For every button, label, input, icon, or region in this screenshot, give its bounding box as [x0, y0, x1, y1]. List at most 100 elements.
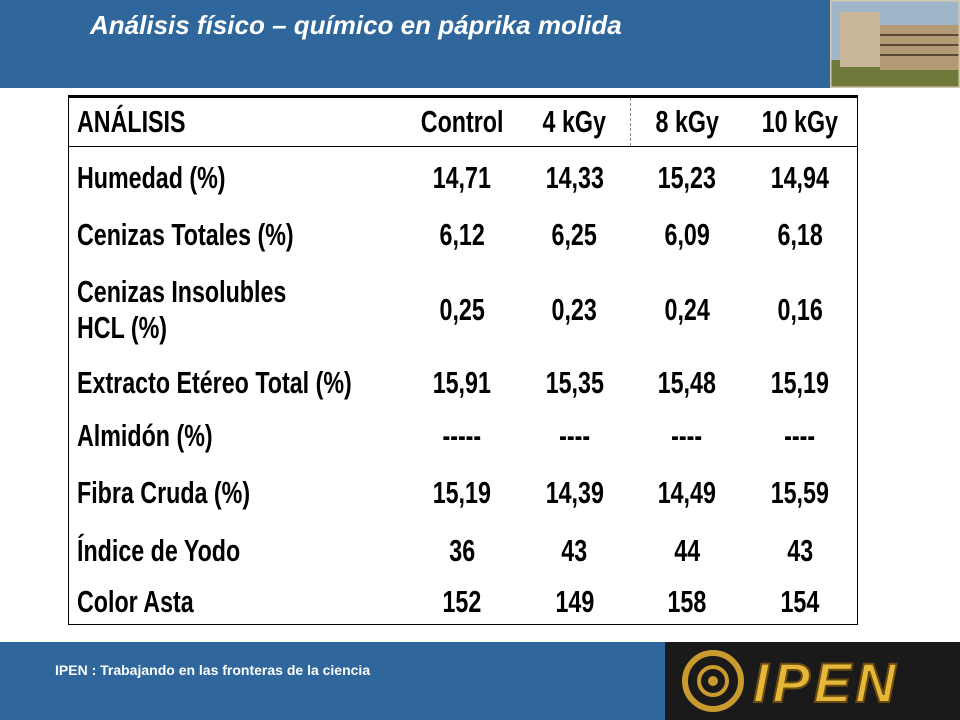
value-cell: 6,12 [406, 208, 518, 261]
cell-text: ---- [784, 417, 816, 453]
slide-title: Análisis físico – químico en páprika mol… [90, 10, 622, 40]
cell-text: Humedad (%) [77, 160, 226, 196]
value-cell: 15,35 [518, 358, 631, 408]
cell-text: 6,18 [777, 216, 823, 252]
row-label: Cenizas Insolubles HCL (%) [77, 261, 407, 358]
value-cell: 0,23 [518, 261, 631, 358]
cell-text: 15,23 [657, 160, 717, 196]
cell-text: 154 [780, 583, 820, 619]
header-cell: Control [406, 98, 518, 146]
value-cell: 44 [631, 523, 743, 578]
value-cell: 6,25 [518, 208, 631, 261]
cell-text: 158 [667, 583, 707, 619]
row-label: Color Asta [77, 578, 407, 625]
cell-text: ----- [442, 417, 482, 453]
value-cell: 6,09 [631, 208, 743, 261]
footer-bar: IPEN : Trabajando en las fronteras de la… [0, 642, 960, 720]
cell-text: 14,71 [432, 160, 492, 196]
cell-text: 15,59 [770, 475, 830, 511]
cell-text: 0,25 [439, 291, 485, 327]
cell-text: 14,33 [545, 160, 604, 196]
cell-text: Control [420, 104, 504, 140]
value-cell: 43 [743, 523, 857, 578]
value-cell: 0,16 [743, 261, 857, 358]
value-cell: 14,33 [518, 148, 631, 208]
value-cell: 15,19 [406, 463, 518, 523]
value-cell: 0,25 [406, 261, 518, 358]
cell-text: ---- [671, 417, 703, 453]
cell-text: 6,12 [439, 216, 485, 252]
header-rule [69, 146, 857, 147]
cell-text: 43 [561, 532, 588, 568]
cell-text: ---- [559, 417, 590, 453]
row-label: Fibra Cruda (%) [77, 463, 407, 523]
value-cell: ----- [406, 408, 518, 463]
cell-text: 10 kGy [761, 104, 839, 140]
cell-text: 36 [449, 532, 475, 568]
value-cell: 14,49 [631, 463, 743, 523]
cell-text: 15,91 [432, 365, 492, 401]
value-cell: 154 [743, 578, 857, 625]
cell-text: 8 kGy [655, 104, 719, 140]
logo-text: IPEN [752, 650, 900, 715]
cell-text: 43 [787, 532, 813, 568]
cell-text: Color Asta [77, 583, 194, 619]
cell-text: Cenizas Totales (%) [77, 216, 294, 252]
cell-text: 14,94 [770, 160, 830, 196]
cell-text: Almidón (%) [77, 417, 213, 453]
value-cell: 0,24 [631, 261, 743, 358]
header-cell: 4 kGy [518, 98, 631, 146]
cell-text: 44 [674, 532, 700, 568]
value-cell: ---- [631, 408, 743, 463]
column-divider [630, 98, 631, 146]
row-label: Índice de Yodo [77, 523, 407, 578]
value-cell: 15,19 [743, 358, 857, 408]
cell-text: 0,16 [777, 291, 823, 327]
value-cell: 14,39 [518, 463, 631, 523]
header-cell: 10 kGy [743, 98, 857, 146]
value-cell: 15,59 [743, 463, 857, 523]
header-cell: ANÁLISIS [77, 98, 407, 146]
value-cell: ---- [743, 408, 857, 463]
cell-text: Fibra Cruda (%) [77, 475, 251, 511]
value-cell: 43 [518, 523, 631, 578]
value-cell: 36 [406, 523, 518, 578]
value-cell: 152 [406, 578, 518, 625]
value-cell: 15,91 [406, 358, 518, 408]
row-label: Extracto Etéreo Total (%) [77, 358, 407, 408]
cell-text: 6,25 [551, 216, 598, 252]
building-photo [830, 0, 960, 88]
analysis-table: ANÁLISIS Control 4 kGy 8 kGy 10 kGy Humedad (… [68, 95, 858, 625]
cell-text: 15,19 [770, 365, 830, 401]
cell-text: 14,49 [657, 475, 717, 511]
cell-text: Cenizas Insolubles HCL (%) [77, 273, 287, 345]
cell-text: 6,09 [664, 216, 710, 252]
value-cell: 14,94 [743, 148, 857, 208]
cell-text: 4 kGy [542, 104, 607, 140]
row-label: Cenizas Totales (%) [77, 208, 407, 261]
cell-text: Extracto Etéreo Total (%) [77, 365, 352, 401]
header-bar: Análisis físico – químico en páprika mol… [0, 0, 960, 88]
cell-text: 14,39 [545, 475, 604, 511]
value-cell: 149 [518, 578, 631, 625]
footer-text: IPEN : Trabajando en las fronteras de la… [55, 662, 371, 678]
cell-text: 152 [442, 583, 482, 619]
cell-text: 15,19 [432, 475, 492, 511]
row-label: Almidón (%) [77, 408, 407, 463]
cell-text: 149 [555, 583, 594, 619]
cell-text: 15,35 [545, 365, 604, 401]
value-cell: 14,71 [406, 148, 518, 208]
value-cell: 15,23 [631, 148, 743, 208]
cell-text: 0,24 [664, 291, 710, 327]
value-cell: 6,18 [743, 208, 857, 261]
cell-text: 15,48 [657, 365, 717, 401]
logo-emblem [682, 650, 744, 712]
row-label: Humedad (%) [77, 148, 407, 208]
cell-text: 0,23 [551, 291, 598, 327]
value-cell: 158 [631, 578, 743, 625]
value-cell: ---- [518, 408, 631, 463]
value-cell: 15,48 [631, 358, 743, 408]
header-cell: 8 kGy [631, 98, 743, 146]
cell-text: ANÁLISIS [77, 104, 186, 140]
